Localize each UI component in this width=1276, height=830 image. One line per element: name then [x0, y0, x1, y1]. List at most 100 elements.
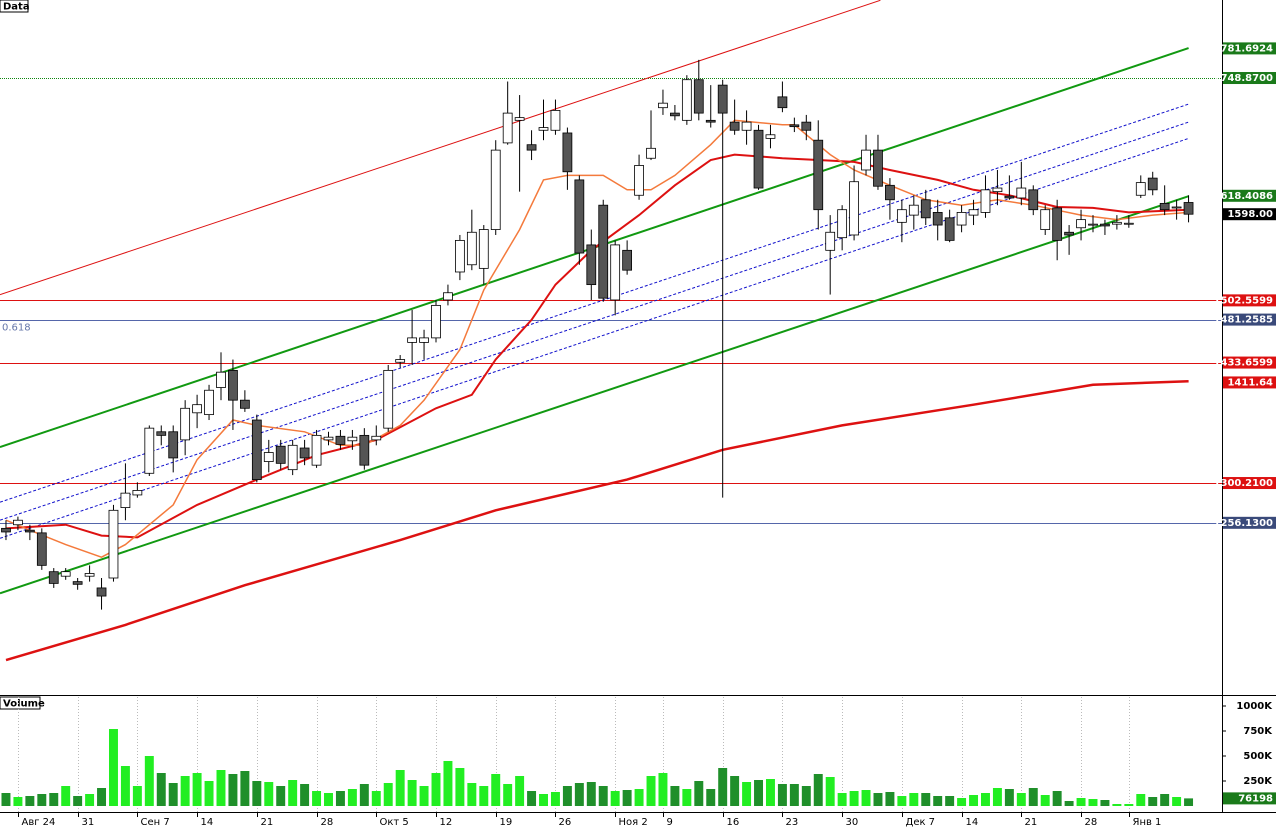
volume-bar	[813, 774, 823, 806]
volume-bar	[694, 781, 704, 806]
x-tick-label: Ноя 2	[619, 817, 648, 828]
candle-body	[777, 96, 788, 109]
volume-bar	[670, 786, 680, 806]
volume-bar	[109, 729, 118, 806]
candle-body	[1088, 223, 1098, 226]
candle-body	[120, 492, 131, 508]
price-label-box	[1223, 42, 1276, 55]
moving-average	[5, 119, 1189, 559]
candle-body	[1016, 187, 1027, 199]
price-label: 1598.00	[1227, 209, 1273, 220]
volume-bar	[1064, 801, 1074, 806]
price-label-box	[1223, 313, 1276, 326]
candle-body	[1112, 221, 1122, 225]
price-label: 1502.5599	[1214, 295, 1274, 306]
candle-body	[323, 436, 334, 441]
candle-body	[228, 369, 238, 401]
volume-bar	[168, 783, 178, 806]
volume-bar	[144, 756, 154, 806]
candle-body	[705, 119, 716, 123]
candle-body	[168, 431, 179, 459]
volume-bar	[61, 786, 71, 806]
volume-bar	[156, 773, 166, 806]
candle-body	[36, 532, 47, 566]
candle-body	[1123, 222, 1134, 225]
candle-body	[156, 431, 167, 436]
volume-bar	[1052, 791, 1062, 806]
candle-body	[84, 573, 95, 577]
x-tick-label: 30	[846, 817, 859, 828]
x-tick-label: 31	[82, 817, 95, 828]
volume-tick-label: 750K	[1243, 726, 1273, 737]
volume-bar	[909, 793, 919, 806]
candle-body	[204, 389, 214, 416]
candle-body	[598, 204, 609, 299]
volume-bar	[921, 793, 931, 806]
volume-bar	[252, 781, 262, 806]
candle-body	[1052, 207, 1063, 241]
volume-bar	[933, 796, 943, 806]
candle-body	[526, 144, 537, 151]
x-tick-label: 14	[966, 817, 979, 828]
fib-label: 0.618	[2, 323, 31, 334]
candle-body	[359, 434, 370, 466]
volume-bar	[359, 784, 369, 806]
volume-bar	[132, 786, 142, 806]
candle-body	[514, 117, 525, 121]
trendline	[0, 137, 1189, 539]
candle-body	[944, 217, 955, 241]
volume-bar	[455, 768, 465, 806]
candle-body	[1, 527, 11, 533]
candle-body	[371, 435, 382, 441]
price-label: 1411.64	[1227, 377, 1273, 388]
candle-body	[96, 587, 107, 597]
x-tick-label: Сен 7	[141, 817, 170, 828]
volume-bar	[73, 796, 83, 806]
candle-body	[192, 404, 202, 414]
price-label: 1748.8700	[1214, 73, 1274, 84]
volume-bar	[467, 783, 477, 806]
volume-bar	[562, 786, 572, 806]
last-volume-label: 76198	[1238, 793, 1273, 804]
volume-bar	[646, 776, 656, 806]
x-tick-label: Окт 5	[380, 817, 409, 828]
volume-bar	[49, 793, 59, 806]
volume-bar	[801, 786, 811, 806]
price-label-box	[1223, 72, 1276, 85]
volume-bar	[969, 795, 979, 806]
volume-bar	[730, 776, 740, 806]
candle-body	[478, 229, 489, 269]
price-label: 1481.2585	[1214, 315, 1274, 326]
candle-body	[490, 149, 501, 230]
price-label-box	[1223, 208, 1276, 221]
candle-body	[741, 121, 752, 131]
candle-body	[908, 204, 919, 216]
x-tick-label: Янв 1	[1133, 817, 1162, 828]
price-label: 1433.6599	[1214, 358, 1274, 369]
volume-bar	[586, 782, 596, 806]
volume-bar	[765, 779, 775, 806]
candle-body	[1028, 189, 1039, 211]
price-label-box	[1223, 516, 1276, 529]
candle-body	[299, 447, 310, 459]
candle-body	[681, 79, 692, 121]
candle-body	[251, 419, 262, 481]
candle-body	[693, 79, 704, 114]
volume-bar	[981, 793, 990, 806]
volume-bar	[431, 773, 441, 806]
volume-bar	[25, 796, 35, 806]
candle-body	[1076, 219, 1086, 229]
candle-body	[861, 149, 871, 171]
volume-bar	[1136, 794, 1146, 806]
volume-bar	[1160, 794, 1170, 806]
price-label: 1300.2100	[1214, 478, 1274, 489]
candle-body	[132, 490, 143, 496]
candle-body	[670, 112, 680, 117]
candle-body	[431, 304, 441, 339]
candle-body	[729, 121, 740, 131]
x-tick-label: 12	[440, 817, 453, 828]
x-tick-label: 28	[1085, 817, 1098, 828]
candle-body	[216, 371, 226, 388]
